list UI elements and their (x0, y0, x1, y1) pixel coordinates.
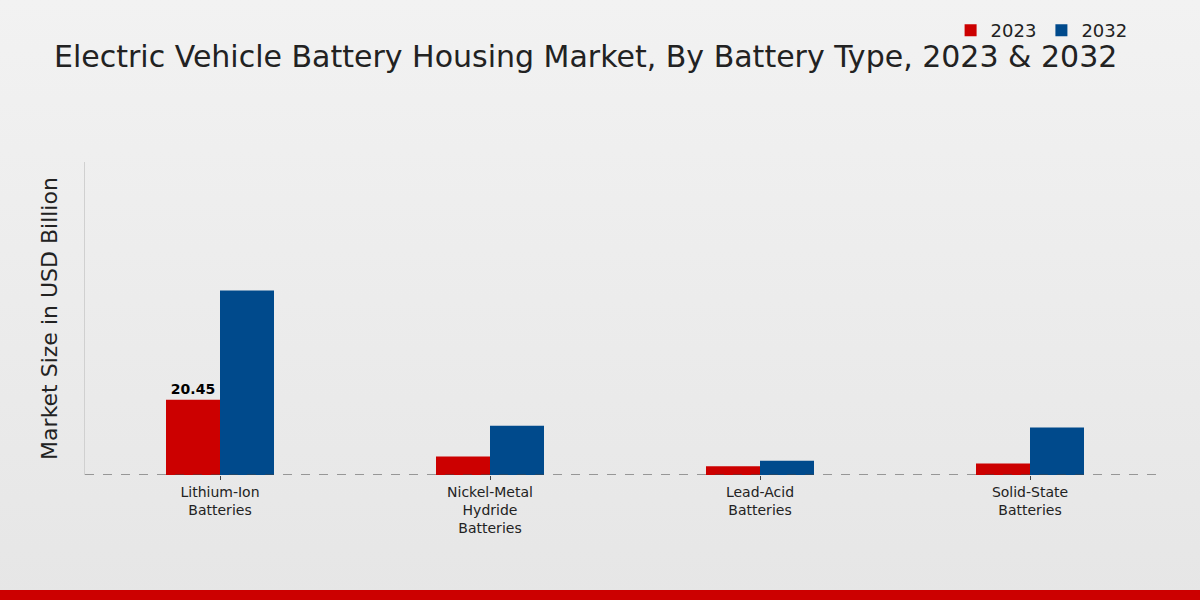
svg-text:20.45: 20.45 (171, 381, 215, 397)
svg-text:2023: 2023 (991, 20, 1037, 41)
svg-text:Electric Vehicle Battery Housi: Electric Vehicle Battery Housing Market,… (54, 39, 1117, 74)
svg-text:Lithium-IonBatteries: Lithium-IonBatteries (180, 484, 259, 518)
svg-text:Market Size in USD Billion: Market Size in USD Billion (37, 177, 62, 460)
svg-text:2032: 2032 (1081, 20, 1127, 41)
svg-text:Nickel-MetalHydrideBatteries: Nickel-MetalHydrideBatteries (447, 484, 533, 536)
svg-text:Lead-AcidBatteries: Lead-AcidBatteries (726, 484, 794, 518)
svg-text:Solid-StateBatteries: Solid-StateBatteries (992, 484, 1068, 518)
